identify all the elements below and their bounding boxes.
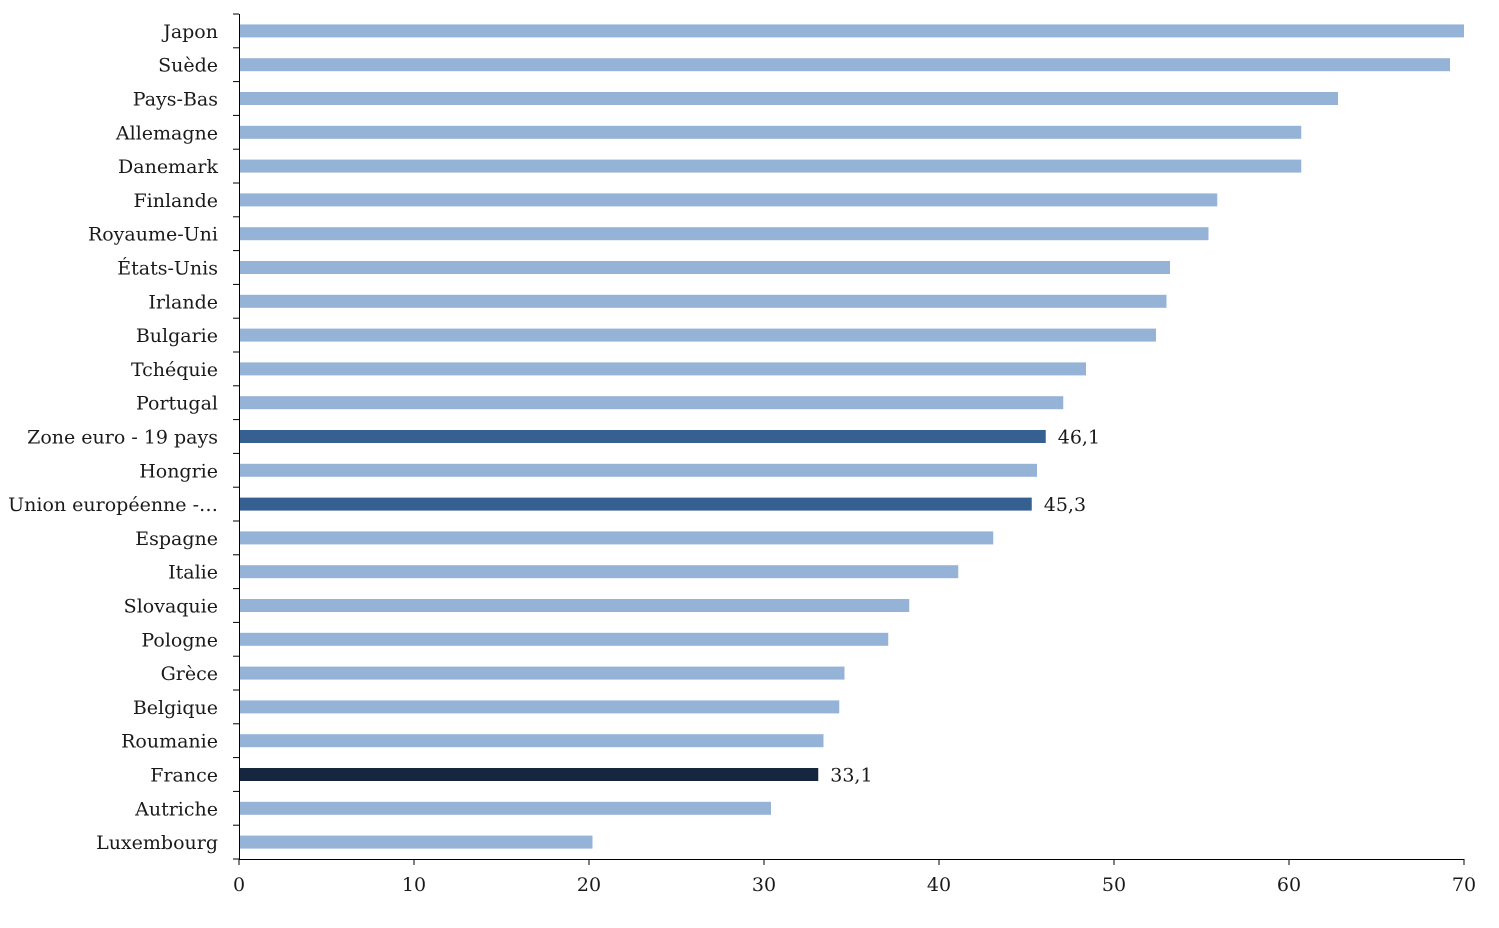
bar-pologne bbox=[240, 632, 889, 646]
bar-slovaquie bbox=[240, 599, 910, 612]
category-label-japon: Japon bbox=[161, 21, 218, 43]
bar-espagne bbox=[240, 531, 994, 545]
x-tick-label: 30 bbox=[752, 874, 776, 896]
bar-hongrie bbox=[240, 463, 1037, 477]
bar-france bbox=[240, 768, 819, 781]
category-label-pays-bas: Pays-Bas bbox=[133, 89, 218, 111]
category-label-union-europeenne: Union européenne -… bbox=[8, 494, 218, 516]
category-label-zone-euro-19-pays: Zone euro - 19 pays bbox=[27, 427, 218, 449]
bar-danemark bbox=[240, 159, 1302, 173]
category-label-pologne: Pologne bbox=[141, 629, 218, 651]
category-label-italie: Italie bbox=[168, 562, 218, 584]
category-label-etats-unis: États-Unis bbox=[117, 257, 218, 280]
bar-royaume-uni bbox=[240, 227, 1209, 241]
data-label-france: 33,1 bbox=[830, 765, 872, 787]
category-label-slovaquie: Slovaquie bbox=[124, 596, 218, 618]
axes: 0 10 20 30 40 50 60 70 bbox=[233, 13, 1476, 896]
category-label-portugal: Portugal bbox=[136, 393, 218, 415]
x-tick-label: 40 bbox=[927, 874, 951, 896]
data-label-zone-euro-19-pays: 46,1 bbox=[1058, 427, 1100, 449]
category-label-finlande: Finlande bbox=[133, 190, 218, 212]
category-label-grece: Grèce bbox=[161, 663, 218, 685]
bar-suede bbox=[240, 58, 1450, 72]
bar-pays-bas bbox=[240, 92, 1338, 105]
category-label-tchequie: Tchéquie bbox=[131, 359, 218, 381]
bars-group bbox=[240, 24, 1464, 849]
x-tick-label: 50 bbox=[1102, 874, 1126, 896]
category-label-france: France bbox=[150, 765, 218, 787]
category-label-roumanie: Roumanie bbox=[121, 731, 218, 753]
bar-zone-euro-19-pays bbox=[240, 430, 1046, 443]
category-label-allemagne: Allemagne bbox=[115, 122, 218, 144]
bar-irlande bbox=[240, 294, 1167, 308]
bar-etats-unis bbox=[240, 261, 1170, 274]
bar-portugal bbox=[240, 396, 1064, 410]
category-label-luxembourg: Luxembourg bbox=[96, 832, 218, 854]
category-label-hongrie: Hongrie bbox=[139, 460, 218, 482]
x-tick-label: 60 bbox=[1277, 874, 1301, 896]
bar-grece bbox=[240, 666, 845, 680]
category-label-bulgarie: Bulgarie bbox=[136, 325, 218, 347]
bar-autriche bbox=[240, 801, 771, 815]
bar-finlande bbox=[240, 193, 1218, 207]
category-label-danemark: Danemark bbox=[118, 156, 218, 178]
x-tick-label: 0 bbox=[233, 874, 245, 896]
data-label-union-europeenne: 45,3 bbox=[1044, 494, 1086, 516]
category-label-royaume-uni: Royaume-Uni bbox=[88, 224, 218, 246]
x-tick-label: 70 bbox=[1452, 874, 1476, 896]
bar-union-europeenne bbox=[240, 497, 1032, 511]
category-labels: Japon Suède Pays-Bas Allemagne Danemark Finla… bbox=[8, 21, 218, 854]
bar-luxembourg bbox=[240, 835, 593, 849]
x-tick-label: 10 bbox=[402, 874, 426, 896]
bar-japon bbox=[240, 24, 1464, 38]
data-labels: 46,1 45,3 33,1 bbox=[830, 427, 1100, 787]
bar-belgique bbox=[240, 700, 840, 714]
category-label-autriche: Autriche bbox=[134, 798, 218, 820]
category-label-irlande: Irlande bbox=[148, 291, 218, 313]
category-label-suede: Suède bbox=[158, 55, 218, 77]
bar-tchequie bbox=[240, 362, 1086, 376]
bar-allemagne bbox=[240, 125, 1302, 139]
bar-roumanie bbox=[240, 734, 824, 748]
bar-italie bbox=[240, 565, 959, 579]
bar-bulgarie bbox=[240, 328, 1156, 342]
category-label-espagne: Espagne bbox=[135, 528, 218, 550]
category-label-belgique: Belgique bbox=[133, 697, 218, 719]
x-tick-label: 20 bbox=[577, 874, 601, 896]
